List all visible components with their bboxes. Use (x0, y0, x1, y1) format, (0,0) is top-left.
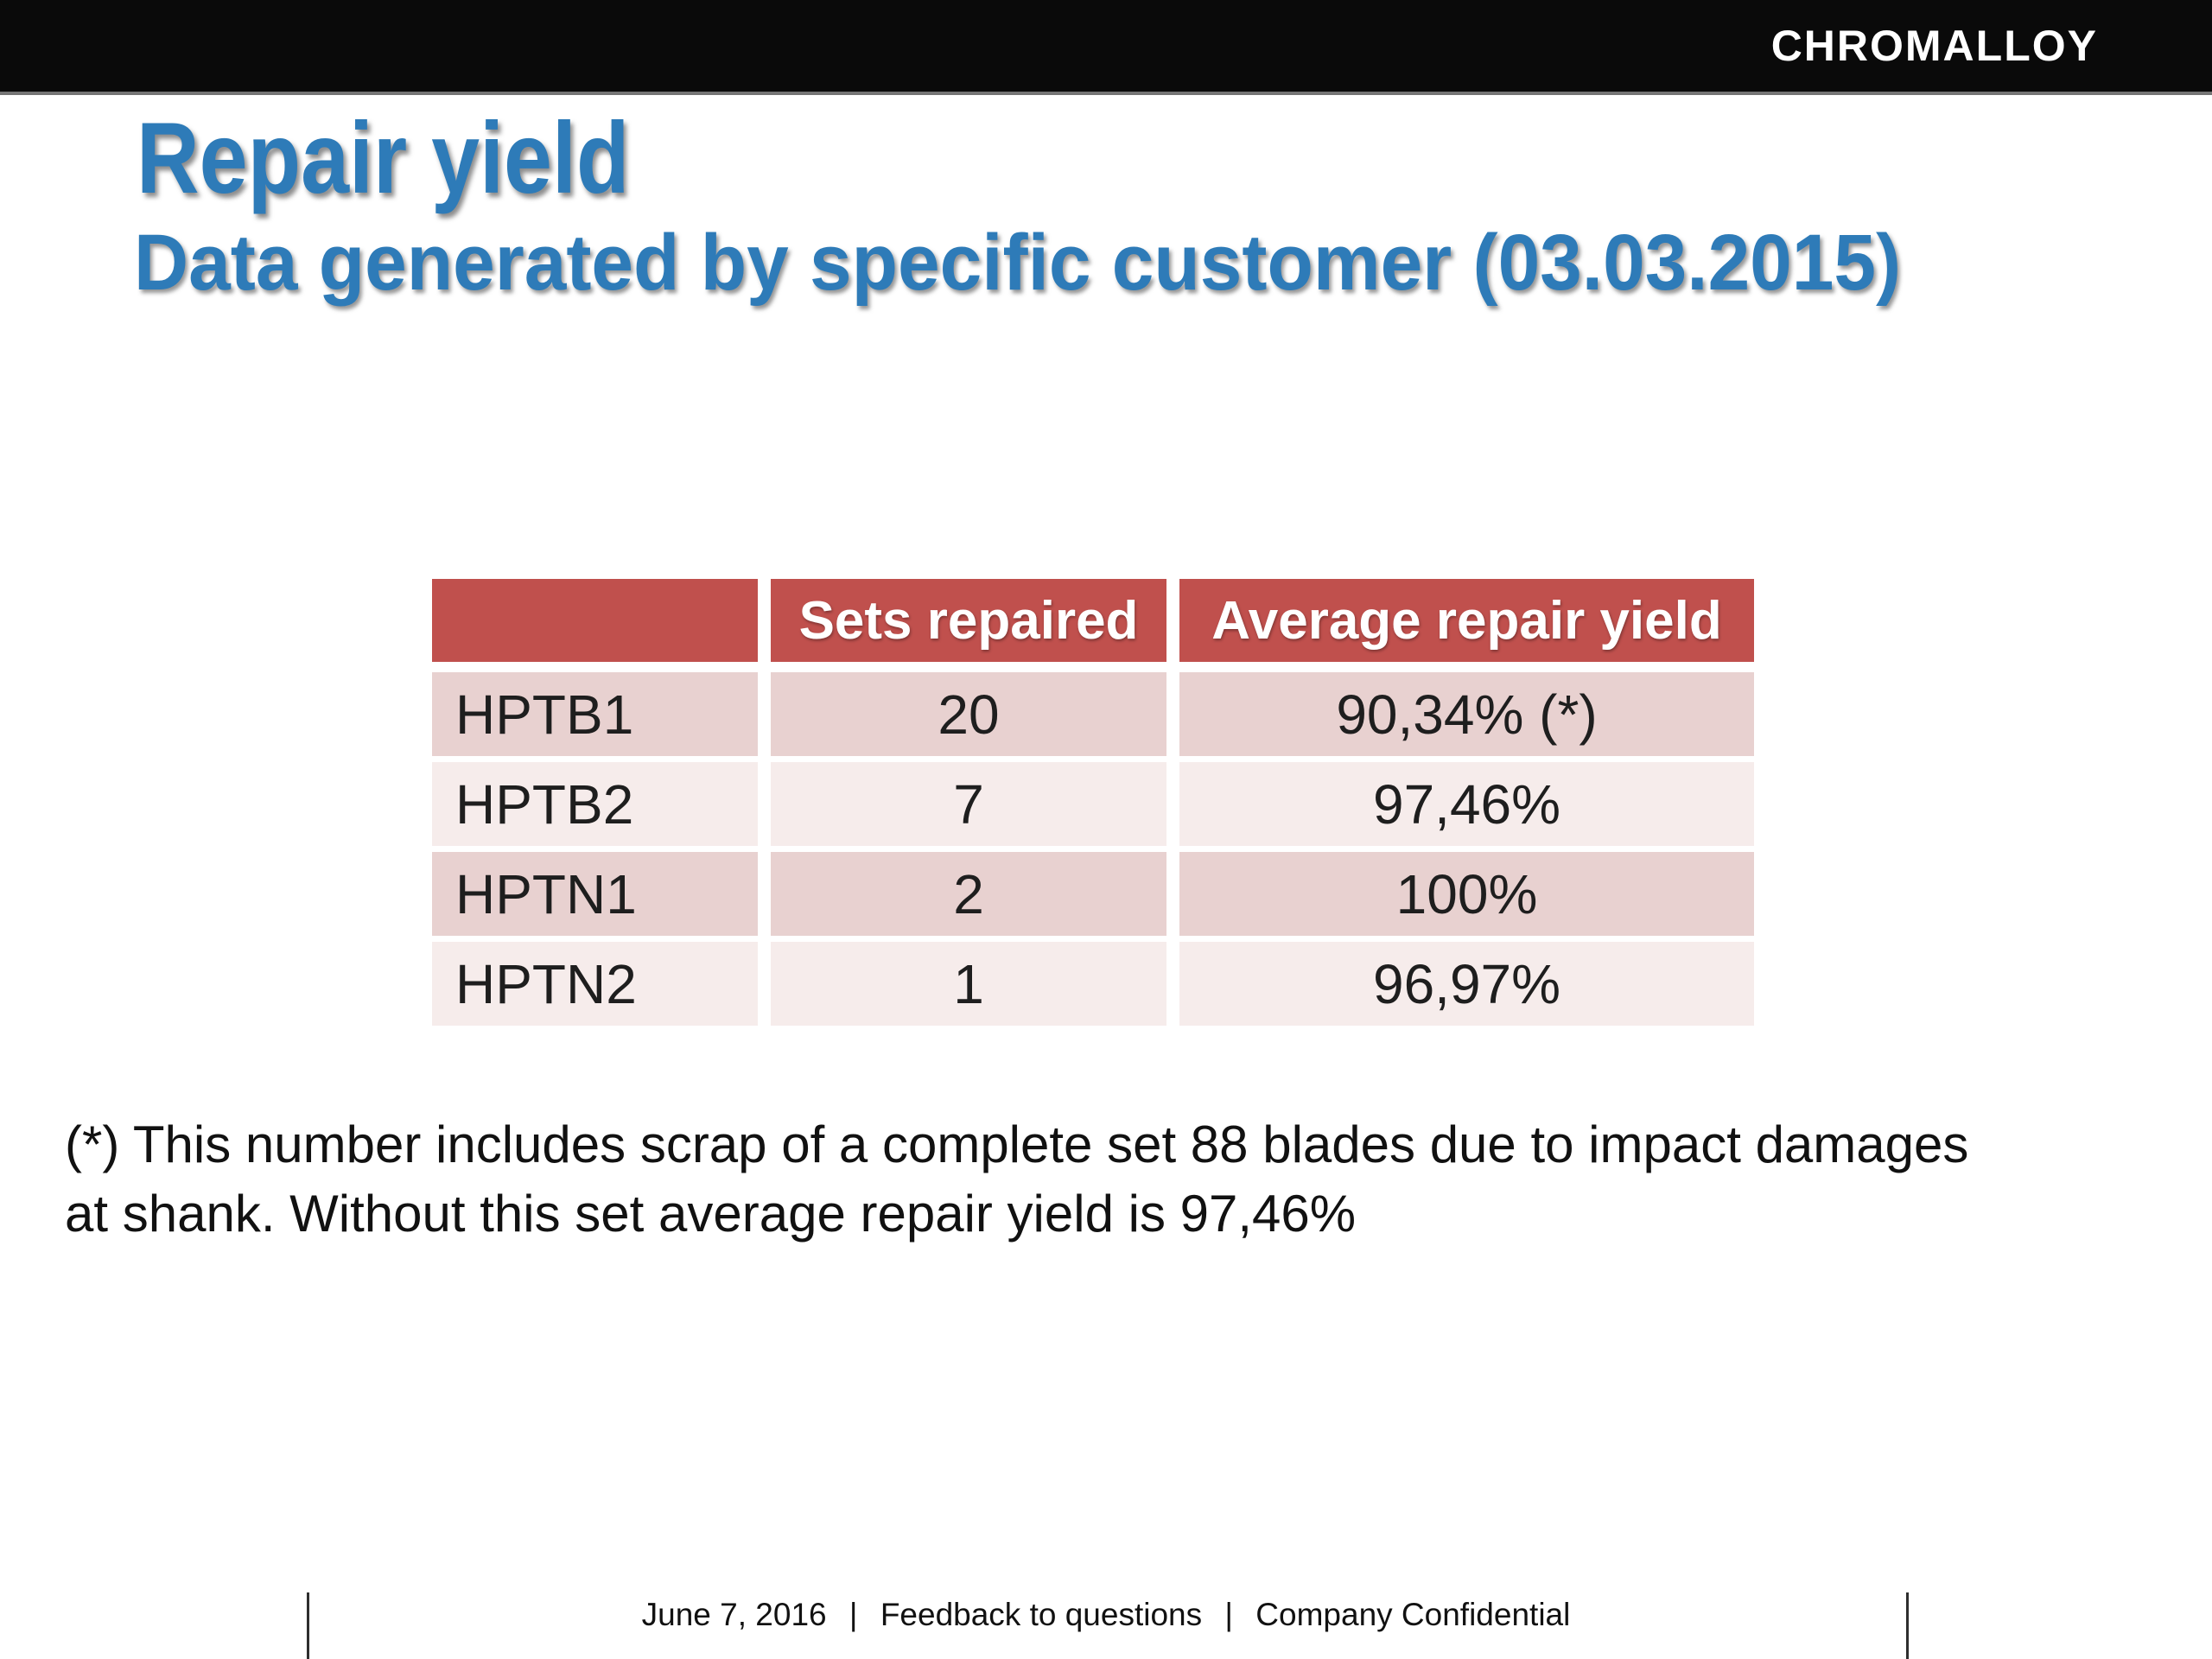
footer-section: Feedback to questions (880, 1597, 1203, 1632)
footer-classification: Company Confidential (1255, 1597, 1571, 1632)
average-yield-cell: 100% (1179, 852, 1754, 936)
header-cell-blank (432, 579, 758, 662)
repair-yield-table: Sets repaired Average repair yield HPTB1… (432, 579, 1754, 1026)
sets-repaired-cell: 7 (771, 762, 1166, 846)
average-yield-cell: 97,46% (1179, 762, 1754, 846)
table-row-hptn1: HPTN1 2 100% (432, 852, 1754, 936)
sets-repaired-cell: 2 (771, 852, 1166, 936)
footer-date: June 7, 2016 (641, 1597, 827, 1632)
row-label-cell: HPTB1 (432, 672, 758, 756)
top-bar: CHROMALLOY (0, 0, 2212, 95)
average-yield-cell: 96,97% (1179, 942, 1754, 1026)
header-cell-sets-repaired: Sets repaired (771, 579, 1166, 662)
footer: June 7, 2016 | Feedback to questions | C… (0, 1597, 2212, 1633)
footnote-line-2: at shank. Without this set average repai… (65, 1185, 1357, 1243)
row-label-cell: HPTB2 (432, 762, 758, 846)
table-row-hptb2: HPTB2 7 97,46% (432, 762, 1754, 846)
average-yield-cell: 90,34% (*) (1179, 672, 1754, 756)
footnote-line-1: (*) This number includes scrap of a comp… (65, 1116, 1969, 1173)
table-row-hptb1: HPTB1 20 90,34% (*) (432, 672, 1754, 756)
footer-separator: | (849, 1597, 858, 1632)
footer-separator: | (1224, 1597, 1234, 1632)
slide-title: Repair yield (137, 101, 630, 214)
row-label-cell: HPTN2 (432, 942, 758, 1026)
slide-subtitle: Data generated by specific customer (03.… (134, 219, 1902, 307)
sets-repaired-cell: 20 (771, 672, 1166, 756)
header-cell-average-repair-yield: Average repair yield (1179, 579, 1754, 662)
table-row-hptn2: HPTN2 1 96,97% (432, 942, 1754, 1026)
footer-right-rule (1906, 1592, 1909, 1659)
footnote: (*) This number includes scrap of a comp… (65, 1110, 2156, 1249)
table-header-row: Sets repaired Average repair yield (432, 579, 1754, 662)
chromalloy-logo: CHROMALLOY (1770, 22, 2098, 70)
sets-repaired-cell: 1 (771, 942, 1166, 1026)
row-label-cell: HPTN1 (432, 852, 758, 936)
footer-left-rule (307, 1592, 309, 1659)
